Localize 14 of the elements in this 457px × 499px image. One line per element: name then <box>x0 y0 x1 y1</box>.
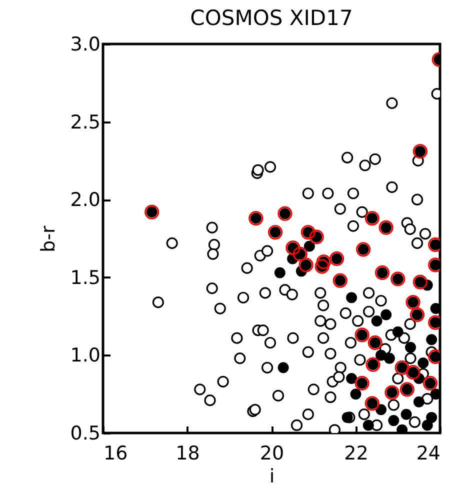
y-tick-label: 1.0 <box>70 344 100 367</box>
x-tick-label: 18 <box>176 442 200 464</box>
y-tick-label: 1.5 <box>70 266 100 289</box>
x-tick-label: 24 <box>416 442 440 464</box>
y-tick-label: 3.0 <box>70 34 100 56</box>
y-tick-label: 2.5 <box>70 111 100 134</box>
chart-title: COSMOS XID17 <box>190 6 353 30</box>
x-axis-title: i <box>269 466 275 488</box>
x-tick-label: 20 <box>260 442 284 464</box>
x-tick-label: 22 <box>344 442 368 464</box>
y-tick-label: 0.5 <box>70 422 100 444</box>
y-axis-title: b-r <box>37 225 60 252</box>
y-tick-label: 2.0 <box>70 189 100 212</box>
x-tick-label: 16 <box>104 442 128 464</box>
